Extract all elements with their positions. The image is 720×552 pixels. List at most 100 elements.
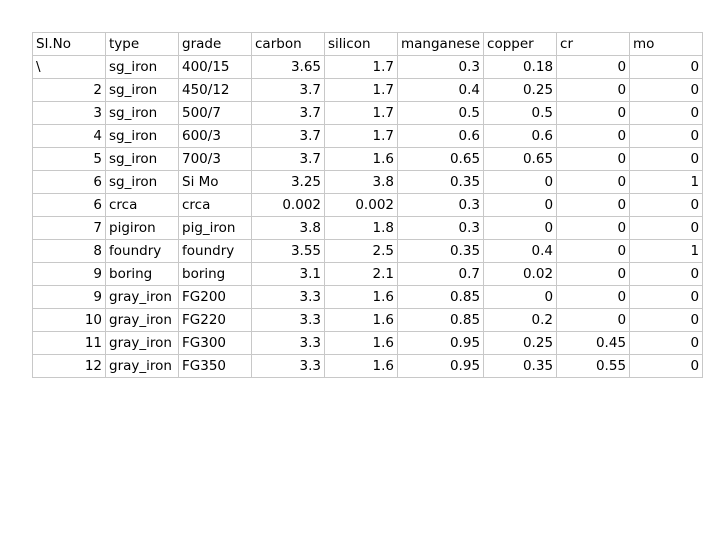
- cell-sl-no[interactable]: 5: [32, 147, 106, 171]
- cell-cr[interactable]: 0: [556, 193, 631, 217]
- cell-copper[interactable]: 0.65: [483, 147, 558, 171]
- cell-cr[interactable]: 0: [556, 101, 631, 125]
- cell-grade[interactable]: FG200: [178, 285, 252, 309]
- cell-carbon[interactable]: 3.55: [251, 239, 325, 263]
- cell-mo[interactable]: 0: [629, 308, 704, 332]
- cell-copper[interactable]: 0: [483, 170, 558, 194]
- cell-silicon[interactable]: 1.6: [324, 308, 398, 332]
- header-cell-carbon[interactable]: carbon: [251, 32, 325, 56]
- cell-copper[interactable]: 0.2: [483, 308, 558, 332]
- cell-sl-no[interactable]: 7: [32, 216, 106, 240]
- cell-grade[interactable]: FG220: [178, 308, 252, 332]
- cell-mo[interactable]: 0: [629, 124, 704, 148]
- cell-carbon[interactable]: 3.3: [251, 308, 325, 332]
- cell-carbon[interactable]: 3.7: [251, 101, 325, 125]
- cell-silicon[interactable]: 1.6: [324, 331, 398, 355]
- cell-sl-no[interactable]: 6: [32, 193, 106, 217]
- cell-manganese[interactable]: 0.95: [396, 354, 485, 378]
- cell-mo[interactable]: 0: [629, 216, 704, 240]
- cell-manganese[interactable]: 0.95: [396, 331, 485, 355]
- cell-manganese[interactable]: 0.3: [396, 216, 485, 240]
- cell-grade[interactable]: 600/3: [178, 124, 252, 148]
- cell-grade[interactable]: 700/3: [178, 147, 252, 171]
- cell-carbon[interactable]: 3.3: [251, 331, 325, 355]
- header-cell-type[interactable]: type: [105, 32, 179, 56]
- cell-cr[interactable]: 0: [556, 170, 631, 194]
- cell-grade[interactable]: FG350: [178, 354, 252, 378]
- header-cell-copper[interactable]: copper: [483, 32, 558, 56]
- cell-type[interactable]: pigiron: [105, 216, 179, 240]
- cell-grade[interactable]: Si Mo: [178, 170, 252, 194]
- cell-carbon[interactable]: 3.3: [251, 285, 325, 309]
- cell-type[interactable]: sg_iron: [105, 170, 179, 194]
- cell-manganese[interactable]: 0.3: [396, 55, 485, 79]
- cell-silicon[interactable]: 1.7: [324, 124, 398, 148]
- cell-cr[interactable]: 0: [556, 239, 631, 263]
- cell-type[interactable]: gray_iron: [105, 331, 179, 355]
- cell-mo[interactable]: 0: [629, 285, 704, 309]
- cell-grade[interactable]: boring: [178, 262, 252, 286]
- cell-manganese[interactable]: 0.35: [396, 170, 485, 194]
- cell-grade[interactable]: foundry: [178, 239, 252, 263]
- cell-type[interactable]: sg_iron: [105, 55, 179, 79]
- cell-sl-no[interactable]: 2: [32, 78, 106, 102]
- cell-type[interactable]: gray_iron: [105, 285, 179, 309]
- cell-sl-no[interactable]: 4: [32, 124, 106, 148]
- cell-grade[interactable]: FG300: [178, 331, 252, 355]
- cell-copper[interactable]: 0.25: [483, 78, 558, 102]
- cell-manganese[interactable]: 0.65: [396, 147, 485, 171]
- cell-silicon[interactable]: 0.002: [324, 193, 398, 217]
- cell-copper[interactable]: 0.6: [483, 124, 558, 148]
- cell-cr[interactable]: 0: [556, 285, 631, 309]
- cell-mo[interactable]: 0: [629, 55, 704, 79]
- cell-cr[interactable]: 0: [556, 55, 631, 79]
- cell-sl-no[interactable]: 12: [32, 354, 106, 378]
- cell-silicon[interactable]: 1.8: [324, 216, 398, 240]
- cell-copper[interactable]: 0.4: [483, 239, 558, 263]
- cell-copper[interactable]: 0: [483, 285, 558, 309]
- header-cell-cr[interactable]: cr: [556, 32, 631, 56]
- cell-manganese[interactable]: 0.6: [396, 124, 485, 148]
- cell-sl-no[interactable]: 3: [32, 101, 106, 125]
- cell-manganese[interactable]: 0.5: [396, 101, 485, 125]
- cell-copper[interactable]: 0: [483, 216, 558, 240]
- cell-copper[interactable]: 0.18: [483, 55, 558, 79]
- header-cell-silicon[interactable]: silicon: [324, 32, 398, 56]
- cell-mo[interactable]: 1: [629, 239, 704, 263]
- cell-type[interactable]: sg_iron: [105, 78, 179, 102]
- cell-copper[interactable]: 0.02: [483, 262, 558, 286]
- cell-mo[interactable]: 0: [629, 147, 704, 171]
- cell-grade[interactable]: 500/7: [178, 101, 252, 125]
- cell-carbon[interactable]: 3.1: [251, 262, 325, 286]
- cell-silicon[interactable]: 2.1: [324, 262, 398, 286]
- cell-sl-no[interactable]: 11: [32, 331, 106, 355]
- cell-carbon[interactable]: 3.7: [251, 124, 325, 148]
- cell-silicon[interactable]: 1.6: [324, 147, 398, 171]
- cell-sl-no[interactable]: 8: [32, 239, 106, 263]
- cell-sl-no[interactable]: 6: [32, 170, 106, 194]
- cell-cr[interactable]: 0: [556, 262, 631, 286]
- cell-manganese[interactable]: 0.7: [396, 262, 485, 286]
- cell-mo[interactable]: 1: [629, 170, 704, 194]
- header-cell-mo[interactable]: mo: [629, 32, 704, 56]
- cell-manganese[interactable]: 0.4: [396, 78, 485, 102]
- cell-mo[interactable]: 0: [629, 193, 704, 217]
- cell-cr[interactable]: 0: [556, 308, 631, 332]
- cell-manganese[interactable]: 0.3: [396, 193, 485, 217]
- cell-grade[interactable]: 400/15: [178, 55, 252, 79]
- cell-type[interactable]: sg_iron: [105, 124, 179, 148]
- cell-type[interactable]: foundry: [105, 239, 179, 263]
- cell-mo[interactable]: 0: [629, 78, 704, 102]
- cell-mo[interactable]: 0: [629, 262, 704, 286]
- cell-type[interactable]: boring: [105, 262, 179, 286]
- cell-silicon[interactable]: 1.7: [324, 101, 398, 125]
- cell-sl-no[interactable]: \: [32, 55, 106, 79]
- cell-carbon[interactable]: 3.25: [251, 170, 325, 194]
- cell-type[interactable]: crca: [105, 193, 179, 217]
- cell-mo[interactable]: 0: [629, 354, 704, 378]
- cell-carbon[interactable]: 3.7: [251, 78, 325, 102]
- cell-mo[interactable]: 0: [629, 331, 704, 355]
- cell-sl-no[interactable]: 9: [32, 262, 106, 286]
- cell-silicon[interactable]: 1.6: [324, 354, 398, 378]
- cell-grade[interactable]: 450/12: [178, 78, 252, 102]
